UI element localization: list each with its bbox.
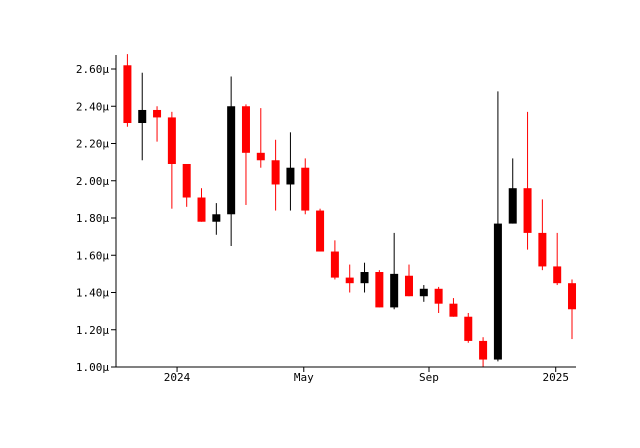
candle-body — [256, 152, 265, 161]
y-tick-label: 1.00µ — [76, 361, 109, 374]
candle-down — [464, 312, 473, 343]
candle-up — [419, 285, 428, 302]
candle-up — [138, 72, 147, 161]
x-tick-label: 2024 — [164, 371, 191, 384]
y-tick-label: 2.40µ — [76, 100, 109, 113]
candle-down — [316, 208, 325, 252]
candle-down — [197, 188, 206, 222]
candle-down — [404, 264, 413, 297]
candle-body — [212, 214, 221, 222]
x-tick-label: Sep — [419, 371, 439, 384]
candle-down — [301, 158, 310, 215]
candle-body — [568, 283, 577, 310]
candle-down — [241, 104, 250, 205]
x-tick-label: May — [294, 371, 314, 384]
candle-down — [538, 199, 547, 271]
candle-down — [568, 279, 577, 340]
candle-up — [360, 262, 369, 293]
y-tick-label: 2.00µ — [76, 175, 109, 188]
candle-down — [271, 139, 280, 211]
candle-body — [330, 251, 339, 278]
candle-body — [538, 232, 547, 267]
candle-body — [241, 106, 250, 153]
candle-up — [508, 158, 517, 224]
candle-down — [123, 54, 132, 127]
candle-down — [479, 337, 488, 367]
candle-down — [375, 270, 384, 308]
candle-up — [212, 203, 221, 235]
y-tick-label: 1.80µ — [76, 212, 109, 225]
candle-body — [123, 65, 132, 124]
candle-down — [345, 264, 354, 293]
candle-body — [553, 266, 562, 284]
candle-body — [197, 197, 206, 222]
candle-body — [508, 188, 517, 224]
candle-up — [286, 132, 295, 211]
candle-body — [138, 109, 147, 124]
candle-body — [523, 188, 532, 233]
candle-down — [553, 232, 562, 286]
candle-body — [360, 272, 369, 284]
candle-body — [375, 272, 384, 308]
candle-down — [256, 108, 265, 168]
candle-down — [523, 111, 532, 250]
candles-group — [123, 54, 577, 367]
candle-up — [493, 91, 502, 362]
candle-body — [345, 277, 354, 284]
candle-down — [434, 286, 443, 313]
candle-body — [182, 163, 191, 198]
candle-body — [271, 160, 280, 185]
candle-body — [167, 117, 176, 164]
y-tick-label: 1.40µ — [76, 287, 109, 300]
candle-body — [434, 288, 443, 304]
candle-down — [449, 298, 458, 317]
candle-body — [449, 303, 458, 317]
candle-body — [419, 288, 428, 297]
y-axis-ticks: 1.00µ 1.20µ 1.40µ 1.60µ 1.80µ 2.00µ 2.20µ 2.40µ… — [76, 63, 116, 374]
candle-body — [404, 275, 413, 297]
candle-down — [167, 111, 176, 209]
y-tick-label: 1.60µ — [76, 249, 109, 262]
candle-body — [227, 106, 236, 215]
x-tick-label: 2025 — [542, 371, 569, 384]
candle-body — [493, 223, 502, 360]
y-tick-label: 2.20µ — [76, 138, 109, 151]
y-tick-label: 1.20µ — [76, 324, 109, 337]
candle-body — [479, 340, 488, 360]
candle-down — [153, 106, 162, 142]
candle-body — [286, 167, 295, 185]
x-axis-ticks: 2024 May Sep 2025 — [164, 367, 569, 384]
candle-body — [153, 109, 162, 118]
candle-body — [390, 273, 399, 308]
candle-body — [316, 210, 325, 252]
candle-down — [182, 163, 191, 207]
candle-body — [301, 167, 310, 211]
y-tick-label: 2.60µ — [76, 63, 109, 76]
candle-up — [390, 232, 399, 310]
candle-down — [330, 240, 339, 280]
candle-up — [227, 76, 236, 246]
candle-body — [464, 316, 473, 341]
